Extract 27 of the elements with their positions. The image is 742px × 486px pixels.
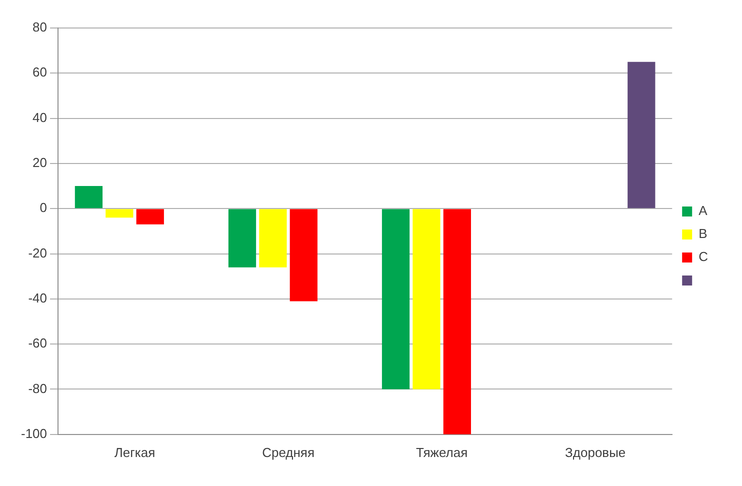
y-tick-label: 60 — [32, 64, 48, 80]
bar — [412, 209, 440, 390]
y-tick-label: 40 — [32, 110, 48, 125]
y-tick-label: 0 — [40, 200, 48, 216]
bar — [228, 209, 256, 268]
y-tick-label: 20 — [32, 155, 48, 170]
x-tick-label: Легкая — [114, 444, 156, 460]
x-tick-label: Средняя — [262, 444, 315, 460]
x-tick-label: Тяжелая — [416, 444, 468, 460]
y-tick-label: -40 — [28, 290, 48, 306]
y-tick-label: -80 — [28, 380, 48, 396]
bar — [628, 62, 656, 208]
bar — [74, 186, 103, 208]
y-tick-label: -100 — [20, 426, 48, 441]
bar — [290, 209, 318, 302]
legend-label: С — [698, 249, 708, 264]
legend-label: В — [698, 226, 708, 242]
y-tick-label: -20 — [28, 245, 48, 260]
x-tick-label: Здоровые — [565, 444, 626, 460]
bar — [382, 209, 410, 390]
y-tick-label: -60 — [28, 336, 48, 351]
y-tick-label: 80 — [32, 20, 48, 35]
bar — [443, 209, 471, 434]
bar — [259, 209, 287, 268]
legend-label: А — [698, 203, 708, 218]
bar — [136, 209, 164, 224]
bar — [106, 209, 134, 218]
